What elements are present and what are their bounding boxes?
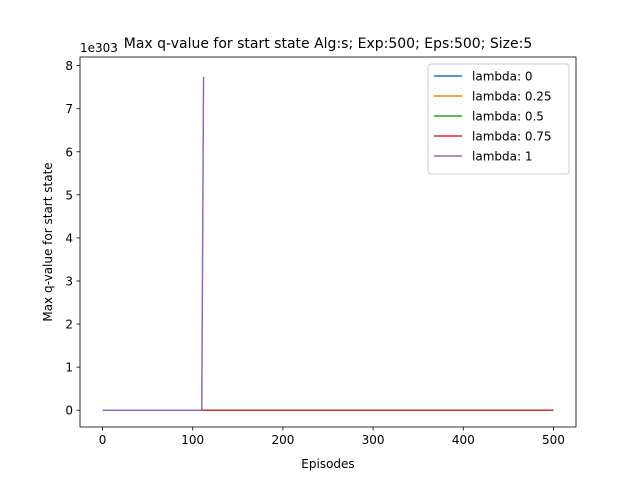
y-tick-label: 0	[65, 404, 73, 418]
x-axis: 0 100 200 300 400 500	[99, 427, 565, 447]
series-line-4	[102, 76, 205, 411]
y-tick-label: 2	[65, 318, 73, 332]
plot-frame	[79, 56, 577, 428]
legend-label-2: lambda: 0.5	[472, 110, 544, 124]
y-tick-label: 5	[65, 188, 73, 202]
x-tick-label: 100	[181, 433, 204, 447]
x-tick-label: 400	[452, 433, 475, 447]
chart-title: Max q-value for start state Alg:s; Exp:5…	[124, 36, 532, 52]
y-tick-label: 7	[65, 102, 73, 116]
y-tick-label: 8	[65, 59, 73, 73]
x-tick-label: 300	[362, 433, 385, 447]
y-axis-offset-label: 1e303	[80, 41, 118, 55]
plot-area	[79, 56, 577, 428]
y-tick-label: 3	[65, 274, 73, 288]
legend-label-4: lambda: 1	[472, 150, 532, 164]
legend-label-0: lambda: 0	[472, 70, 532, 84]
y-tick-label: 6	[65, 145, 73, 159]
y-axis-label: Max q-value for start state	[41, 162, 55, 321]
x-tick-label: 500	[542, 433, 565, 447]
x-tick-label: 200	[271, 433, 294, 447]
y-tick-label: 4	[65, 231, 73, 245]
legend-label-1: lambda: 0.25	[472, 90, 552, 104]
legend-label-3: lambda: 0.75	[472, 130, 552, 144]
y-axis: 0 1 2 3 4 5 6 7 8	[65, 59, 80, 418]
legend-box	[427, 63, 570, 175]
x-tick-label: 0	[99, 433, 107, 447]
y-tick-label: 1	[65, 361, 73, 375]
legend: lambda: 0 lambda: 0.25 lambda: 0.5 lambda: …	[427, 63, 570, 175]
x-axis-label: Episodes	[301, 457, 354, 471]
